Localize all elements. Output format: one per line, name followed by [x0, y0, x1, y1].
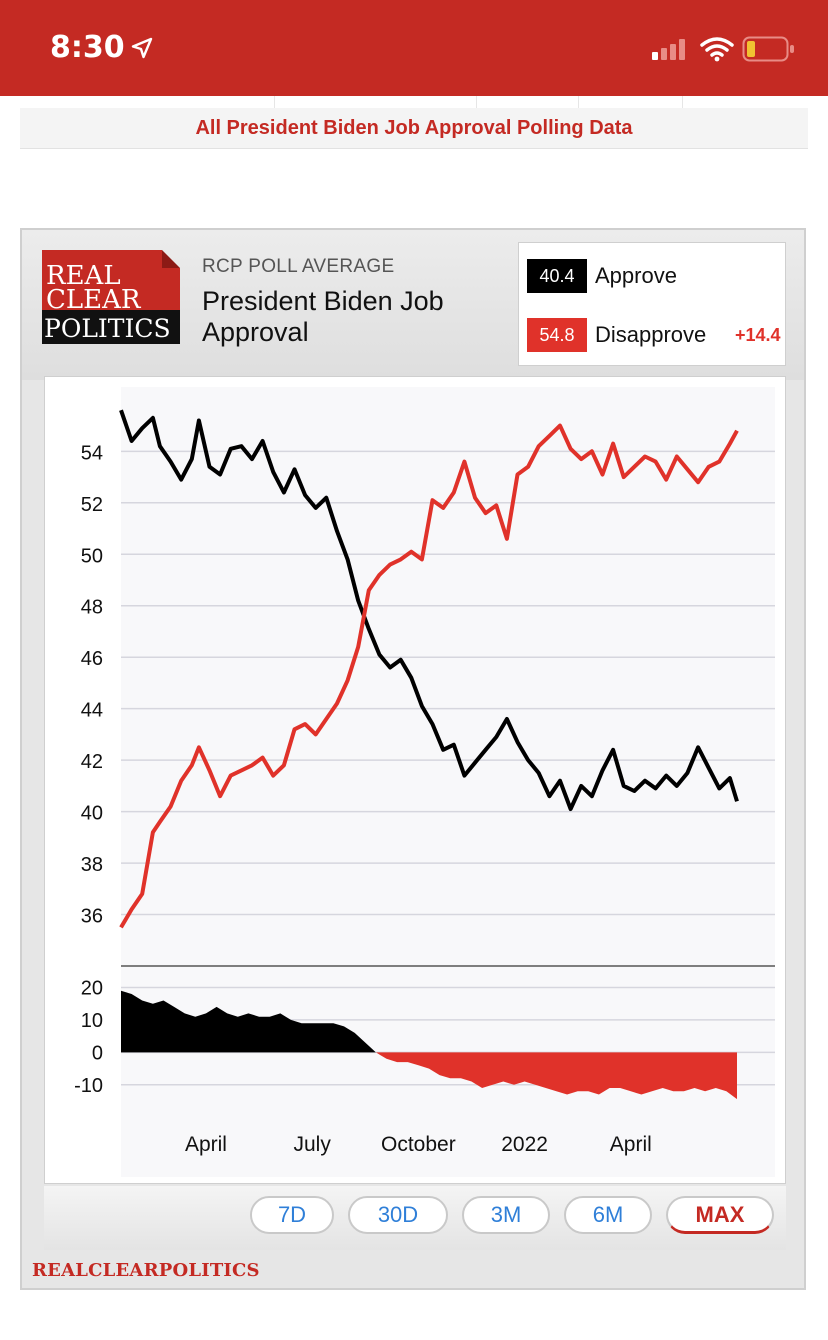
- cellular-signal-icon: [652, 39, 685, 60]
- y-tick-label: 50: [81, 545, 103, 567]
- y-tick-label: 40: [81, 803, 103, 825]
- legend: 40.4 Approve 54.8 Disapprove +14.4: [518, 242, 786, 366]
- approve-value-badge: 40.4: [527, 259, 587, 293]
- chart-svg: 36 38 40 42 44 46 48 50 52 54 -10 0 10 20 April July O…: [74, 387, 775, 1177]
- range-6m-button[interactable]: 6M: [564, 1196, 652, 1234]
- y-tick-label: 42: [81, 751, 103, 773]
- disapprove-value-badge: 54.8: [527, 318, 587, 352]
- spread-value: +14.4: [735, 325, 781, 345]
- range-30d-button[interactable]: 30D: [348, 1196, 448, 1234]
- status-bar: 8:30: [0, 0, 828, 96]
- y-tick-label: 38: [81, 854, 103, 876]
- spread-area-negative: [121, 1052, 737, 1100]
- logo-line-3: POLITICS: [44, 314, 171, 343]
- disapprove-label: Disapprove: [595, 322, 707, 347]
- spread-y-tick-label: -10: [74, 1075, 103, 1097]
- y-tick-label: 44: [81, 700, 103, 722]
- spread-area-positive: [121, 990, 737, 1053]
- wifi-icon: [700, 37, 734, 62]
- location-arrow-icon: [131, 37, 153, 59]
- y-tick-label: 48: [81, 597, 103, 619]
- y-tick-label: 52: [81, 494, 103, 516]
- chart-title: President Biden Job Approval: [202, 286, 444, 347]
- series-line-approve: [119, 409, 739, 811]
- battery-icon: [742, 36, 794, 62]
- all-polling-data-link[interactable]: All President Biden Job Approval Polling…: [20, 108, 808, 149]
- spread-y-tick-label: 10: [81, 1010, 103, 1032]
- footer-brand: REALCLEARPOLITICS: [32, 1260, 260, 1281]
- range-max-button[interactable]: MAX: [666, 1196, 774, 1234]
- spread-y-tick-label: 20: [81, 977, 103, 999]
- chart-area: 36 38 40 42 44 46 48 50 52 54 -10 0 10 20 April July O…: [44, 376, 786, 1184]
- y-tick-label: 54: [81, 442, 103, 464]
- logo-line-2: CLEAR: [46, 285, 142, 315]
- x-tick-label: October: [381, 1133, 456, 1156]
- x-tick-label: July: [293, 1133, 331, 1156]
- range-button-bar: 7D 30D 3M 6M MAX: [44, 1186, 786, 1250]
- y-tick-label: 36: [81, 906, 103, 928]
- x-tick-label: April: [610, 1133, 652, 1156]
- x-tick-label: April: [185, 1133, 227, 1156]
- rcp-logo: REAL CLEAR POLITICS: [42, 250, 180, 344]
- poll-widget: REAL CLEAR POLITICS RCP POLL AVERAGE Pre…: [20, 228, 806, 1290]
- y-tick-label: 46: [81, 648, 103, 670]
- x-tick-label: 2022: [501, 1133, 548, 1156]
- rcp-poll-average-kicker: RCP POLL AVERAGE: [202, 256, 395, 277]
- range-7d-button[interactable]: 7D: [250, 1196, 334, 1234]
- logo-line-1: REAL: [46, 261, 121, 291]
- approve-label: Approve: [595, 263, 677, 288]
- status-time: 8:30: [50, 30, 125, 65]
- range-3m-button[interactable]: 3M: [462, 1196, 550, 1234]
- series-line-disapprove: [119, 423, 739, 929]
- spread-y-tick-label: 0: [92, 1042, 103, 1064]
